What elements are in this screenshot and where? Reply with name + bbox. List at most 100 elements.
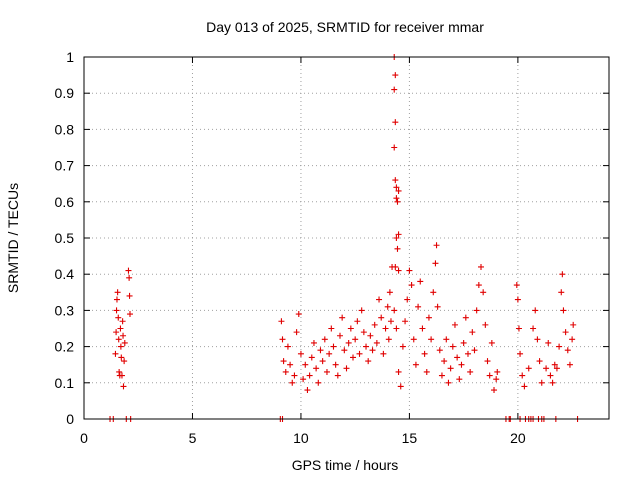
data-point	[488, 339, 495, 346]
data-point	[284, 343, 291, 350]
data-point	[543, 365, 550, 372]
data-point	[118, 372, 125, 379]
data-point	[125, 267, 132, 274]
data-point	[458, 361, 465, 368]
data-point	[392, 72, 399, 79]
data-point	[113, 307, 120, 314]
data-point	[369, 347, 376, 354]
data-point	[287, 361, 294, 368]
data-point	[443, 336, 450, 343]
data-point	[415, 303, 422, 310]
data-point	[117, 343, 124, 350]
data-point	[534, 336, 541, 343]
data-point	[321, 336, 328, 343]
data-point	[120, 383, 127, 390]
data-point	[428, 336, 435, 343]
data-point	[394, 198, 401, 205]
data-point	[385, 336, 392, 343]
y-tick-label: 0.5	[55, 230, 75, 246]
data-point	[347, 325, 354, 332]
data-point	[447, 365, 454, 372]
data-points	[107, 54, 581, 422]
data-point	[113, 296, 120, 303]
data-point	[397, 383, 404, 390]
data-point	[395, 368, 402, 375]
data-point	[339, 314, 346, 321]
data-point	[473, 307, 480, 314]
x-tick-label: 20	[510, 430, 526, 446]
data-point	[395, 267, 402, 274]
data-point	[547, 372, 554, 379]
x-tick-label: 15	[402, 430, 418, 446]
data-point	[454, 354, 461, 361]
data-point	[384, 303, 391, 310]
data-point	[336, 332, 343, 339]
data-point	[341, 347, 348, 354]
data-point	[319, 358, 326, 365]
data-point	[569, 336, 576, 343]
data-point	[297, 350, 304, 357]
data-point	[282, 368, 289, 375]
plot-frame	[83, 56, 610, 420]
data-point	[521, 383, 528, 390]
data-point	[393, 325, 400, 332]
x-tick-label: 10	[293, 430, 309, 446]
data-point	[280, 358, 287, 365]
data-point	[323, 368, 330, 375]
axis-ticks: 00.10.20.30.40.50.60.70.80.910 5 10 15 20	[55, 49, 609, 446]
data-point	[556, 343, 563, 350]
data-point	[408, 282, 415, 289]
data-point	[310, 339, 317, 346]
data-point	[549, 379, 556, 386]
data-point	[491, 387, 498, 394]
data-point	[279, 336, 286, 343]
data-point	[119, 318, 126, 325]
data-point	[464, 350, 471, 357]
y-tick-label: 0.4	[55, 266, 75, 282]
data-point	[360, 329, 367, 336]
data-point	[291, 372, 298, 379]
x-tick-label: 0	[80, 430, 88, 446]
data-point	[482, 321, 489, 328]
data-point	[373, 339, 380, 346]
data-point	[432, 260, 439, 267]
data-point	[391, 307, 398, 314]
data-point	[404, 296, 411, 303]
data-point	[115, 314, 122, 321]
data-point	[352, 336, 359, 343]
data-point	[356, 350, 363, 357]
data-point	[469, 329, 476, 336]
data-point	[406, 267, 413, 274]
data-point	[332, 361, 339, 368]
data-point	[486, 372, 493, 379]
data-point	[441, 358, 448, 365]
data-point	[493, 376, 500, 383]
data-point	[394, 245, 401, 252]
data-point	[315, 379, 322, 386]
data-point	[126, 292, 133, 299]
data-point	[570, 321, 577, 328]
x-tick-label: 5	[189, 430, 197, 446]
data-point	[517, 350, 524, 357]
data-point	[456, 376, 463, 383]
data-point	[513, 282, 520, 289]
data-point	[345, 339, 352, 346]
data-point	[391, 86, 398, 93]
data-point	[451, 321, 458, 328]
data-point	[532, 307, 539, 314]
chart-title: Day 013 of 2025, SRMTID for receiver mma…	[206, 19, 484, 35]
data-point	[430, 289, 437, 296]
data-point	[387, 318, 394, 325]
y-tick-label: 0.2	[55, 339, 75, 355]
data-point	[559, 271, 566, 278]
data-point	[121, 339, 128, 346]
data-point	[363, 343, 370, 350]
data-point	[484, 358, 491, 365]
data-point	[475, 282, 482, 289]
data-point	[317, 347, 324, 354]
data-point	[300, 376, 307, 383]
data-point	[120, 332, 127, 339]
y-tick-label: 0.7	[55, 158, 75, 174]
data-point	[371, 321, 378, 328]
data-point	[566, 361, 573, 368]
